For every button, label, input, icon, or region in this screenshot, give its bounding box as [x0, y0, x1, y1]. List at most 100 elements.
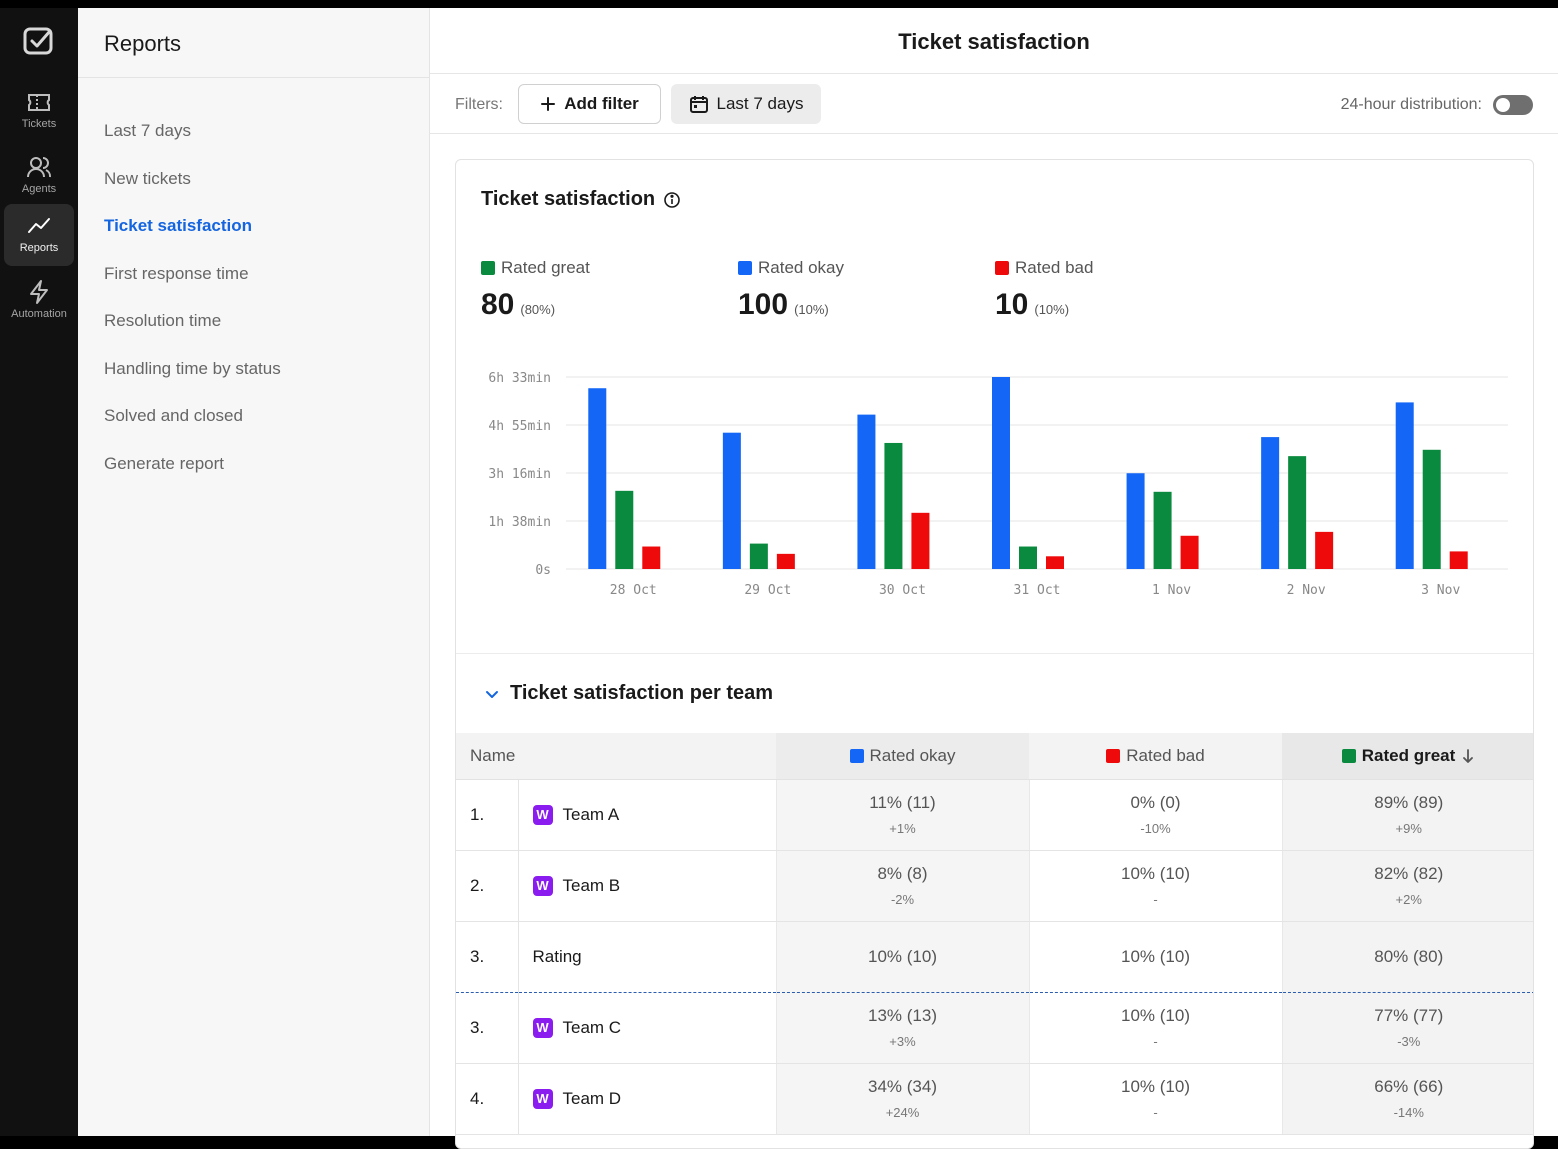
table-row[interactable]: 4. W Team D 34% (34) +24% 10% (10) - 66% (66) -1… — [456, 1063, 1533, 1135]
bar-rated-bad[interactable] — [776, 553, 795, 569]
bar-rated-great[interactable] — [1422, 449, 1441, 569]
column-rated-bad[interactable]: Rated bad — [1029, 733, 1282, 780]
bar-rated-bad[interactable] — [911, 512, 930, 569]
bar-rated-okay[interactable] — [588, 388, 607, 569]
card-title-text: Ticket satisfaction — [481, 188, 656, 210]
x-tick-label: 30 Oct — [879, 583, 926, 598]
bar-rated-okay[interactable] — [1126, 473, 1145, 569]
x-tick-label: 2 Nov — [1287, 583, 1326, 598]
reports-sidebar: Reports Last 7 days New tickets Ticket s… — [78, 8, 430, 1136]
team-name: Team A — [562, 804, 620, 824]
bar-rated-okay[interactable] — [1395, 402, 1414, 569]
reports-icon — [28, 218, 50, 233]
sidebar-item-last-7-days[interactable]: Last 7 days — [104, 121, 191, 140]
table-row[interactable]: 3. Rating 10% (10) 10% (10) 80% (80) — [456, 921, 1533, 993]
icon-rail: Tickets Agents Reports Automation — [0, 8, 78, 1136]
rail-item-automation[interactable]: Automation — [4, 270, 74, 332]
team-section-title: Ticket satisfaction per team — [510, 682, 774, 704]
x-tick-label: 1 Nov — [1152, 583, 1191, 598]
table-header-row: Name Rated okay Rated bad Rated great — [456, 733, 1533, 780]
bar-rated-okay[interactable] — [857, 414, 876, 569]
cell-bad-value: 10% (10) — [1121, 1077, 1190, 1096]
column-name[interactable]: Name — [456, 733, 776, 780]
cell-okay: 34% (34) +24% — [775, 1063, 1029, 1135]
bar-rated-bad[interactable] — [1180, 535, 1199, 569]
bar-rated-great[interactable] — [749, 543, 768, 569]
sidebar-item-first-response-time[interactable]: First response time — [104, 263, 249, 283]
main-panel: Ticket satisfaction Filters: Add filter … — [430, 8, 1558, 1149]
bar-rated-great[interactable] — [1153, 491, 1172, 569]
column-bad-label: Rated bad — [1126, 745, 1205, 765]
lightning-icon — [30, 280, 48, 304]
cell-okay-value: 8% (8) — [877, 864, 928, 883]
bar-rated-bad[interactable] — [642, 546, 661, 569]
table-row[interactable]: 3. W Team C 13% (13) +3% 10% (10) - 77% (77) -3% — [456, 992, 1533, 1064]
filter-bar: Filters: Add filter Last 7 days 24-hour … — [430, 74, 1558, 134]
y-tick-label: 0s — [535, 563, 551, 578]
legend-swatch-bad — [1106, 748, 1121, 763]
legend-swatch-great — [481, 261, 495, 275]
stat-rated-okay: Rated okay 100 (10%) — [738, 258, 844, 322]
column-rated-great[interactable]: Rated great — [1282, 733, 1533, 780]
stat-okay-value-row: 100 (10%) — [738, 288, 844, 322]
bar-rated-great[interactable] — [884, 442, 903, 569]
bar-rated-okay[interactable] — [722, 432, 741, 569]
sidebar-item-new-tickets[interactable]: New tickets — [104, 168, 191, 188]
cell-bad-value: 10% (10) — [1121, 864, 1190, 883]
team-section-toggle[interactable]: Ticket satisfaction per team — [484, 682, 773, 705]
team-name: Team C — [562, 1017, 622, 1037]
rail-item-tickets[interactable]: Tickets — [4, 80, 74, 142]
team-badge-icon: W — [532, 804, 553, 825]
sidebar-item-resolution-time[interactable]: Resolution time — [104, 311, 222, 330]
app-logo-icon[interactable] — [22, 26, 56, 56]
cell-bad-value: 0% (0) — [1130, 793, 1181, 812]
row-rank: 1. — [456, 779, 519, 851]
bar-rated-great[interactable] — [1288, 456, 1307, 569]
bar-rated-okay[interactable] — [1261, 437, 1280, 569]
bar-rated-bad[interactable] — [1449, 551, 1468, 569]
stat-great-value: 80 — [481, 288, 515, 321]
cell-okay: 10% (10) — [775, 921, 1029, 993]
team-table-body: 1. W Team A 11% (11) +1% 0% (0) -10% 89% (89) +9… — [456, 779, 1533, 1135]
x-tick-label: 28 Oct — [610, 583, 657, 598]
y-tick-label: 4h 55min — [488, 419, 551, 434]
bar-rated-bad[interactable] — [1315, 531, 1334, 569]
stat-rated-great: Rated great 80 (80%) — [481, 258, 590, 322]
cell-okay-value: 34% (34) — [868, 1077, 937, 1096]
cell-bad-delta: - — [1153, 1105, 1158, 1120]
ticket-icon — [28, 94, 50, 111]
y-tick-label: 1h 38min — [488, 515, 551, 530]
bar-rated-okay[interactable] — [992, 377, 1010, 569]
row-rank: 2. — [456, 850, 519, 922]
stat-bad-label: Rated bad — [1015, 258, 1094, 277]
sidebar-list: Last 7 days New tickets Ticket satisfact… — [78, 78, 429, 500]
team-section-header: Ticket satisfaction per team — [456, 653, 1533, 733]
rail-item-agents[interactable]: Agents — [4, 145, 74, 207]
table-row[interactable]: 1. W Team A 11% (11) +1% 0% (0) -10% 89% (89) +9… — [456, 779, 1533, 851]
cell-bad-value: 10% (10) — [1121, 946, 1190, 966]
sidebar-item-generate-report[interactable]: Generate report — [104, 453, 225, 473]
bar-rated-great[interactable] — [615, 490, 634, 569]
cell-okay-delta: +3% — [889, 1034, 916, 1049]
row-team: W Team C — [518, 992, 776, 1064]
add-filter-button[interactable]: Add filter — [518, 84, 661, 124]
cell-okay-delta: +1% — [889, 821, 916, 836]
table-row[interactable]: 2. W Team B 8% (8) -2% 10% (10) - 82% (82) +2% — [456, 850, 1533, 922]
bar-rated-great[interactable] — [1019, 546, 1037, 569]
distribution-toggle[interactable] — [1493, 95, 1533, 115]
rail-item-reports[interactable]: Reports — [4, 204, 74, 266]
cell-bad: 0% (0) -10% — [1028, 779, 1282, 851]
satisfaction-bar-chart: 0s 1h 38min 3h 16min 4h 55min 6h 33min 28 Oct… — [488, 371, 1508, 598]
sidebar-item-solved-and-closed[interactable]: Solved and closed — [104, 406, 243, 425]
info-icon[interactable] — [663, 191, 681, 209]
sidebar-item-ticket-satisfaction[interactable]: Ticket satisfaction — [104, 216, 253, 235]
column-rated-okay[interactable]: Rated okay — [776, 733, 1029, 780]
stat-bad-pct: (10%) — [1034, 302, 1070, 317]
date-range-button[interactable]: Last 7 days — [671, 84, 821, 124]
stat-okay-value: 100 — [738, 288, 789, 321]
cell-okay: 13% (13) +3% — [775, 992, 1029, 1064]
sidebar-item-handling-time[interactable]: Handling time by status — [104, 358, 281, 378]
app-window: Tickets Agents Reports Automation Rep — [0, 8, 1558, 1149]
bar-rated-bad[interactable] — [1046, 556, 1064, 569]
cell-bad: 10% (10) - — [1028, 992, 1282, 1064]
